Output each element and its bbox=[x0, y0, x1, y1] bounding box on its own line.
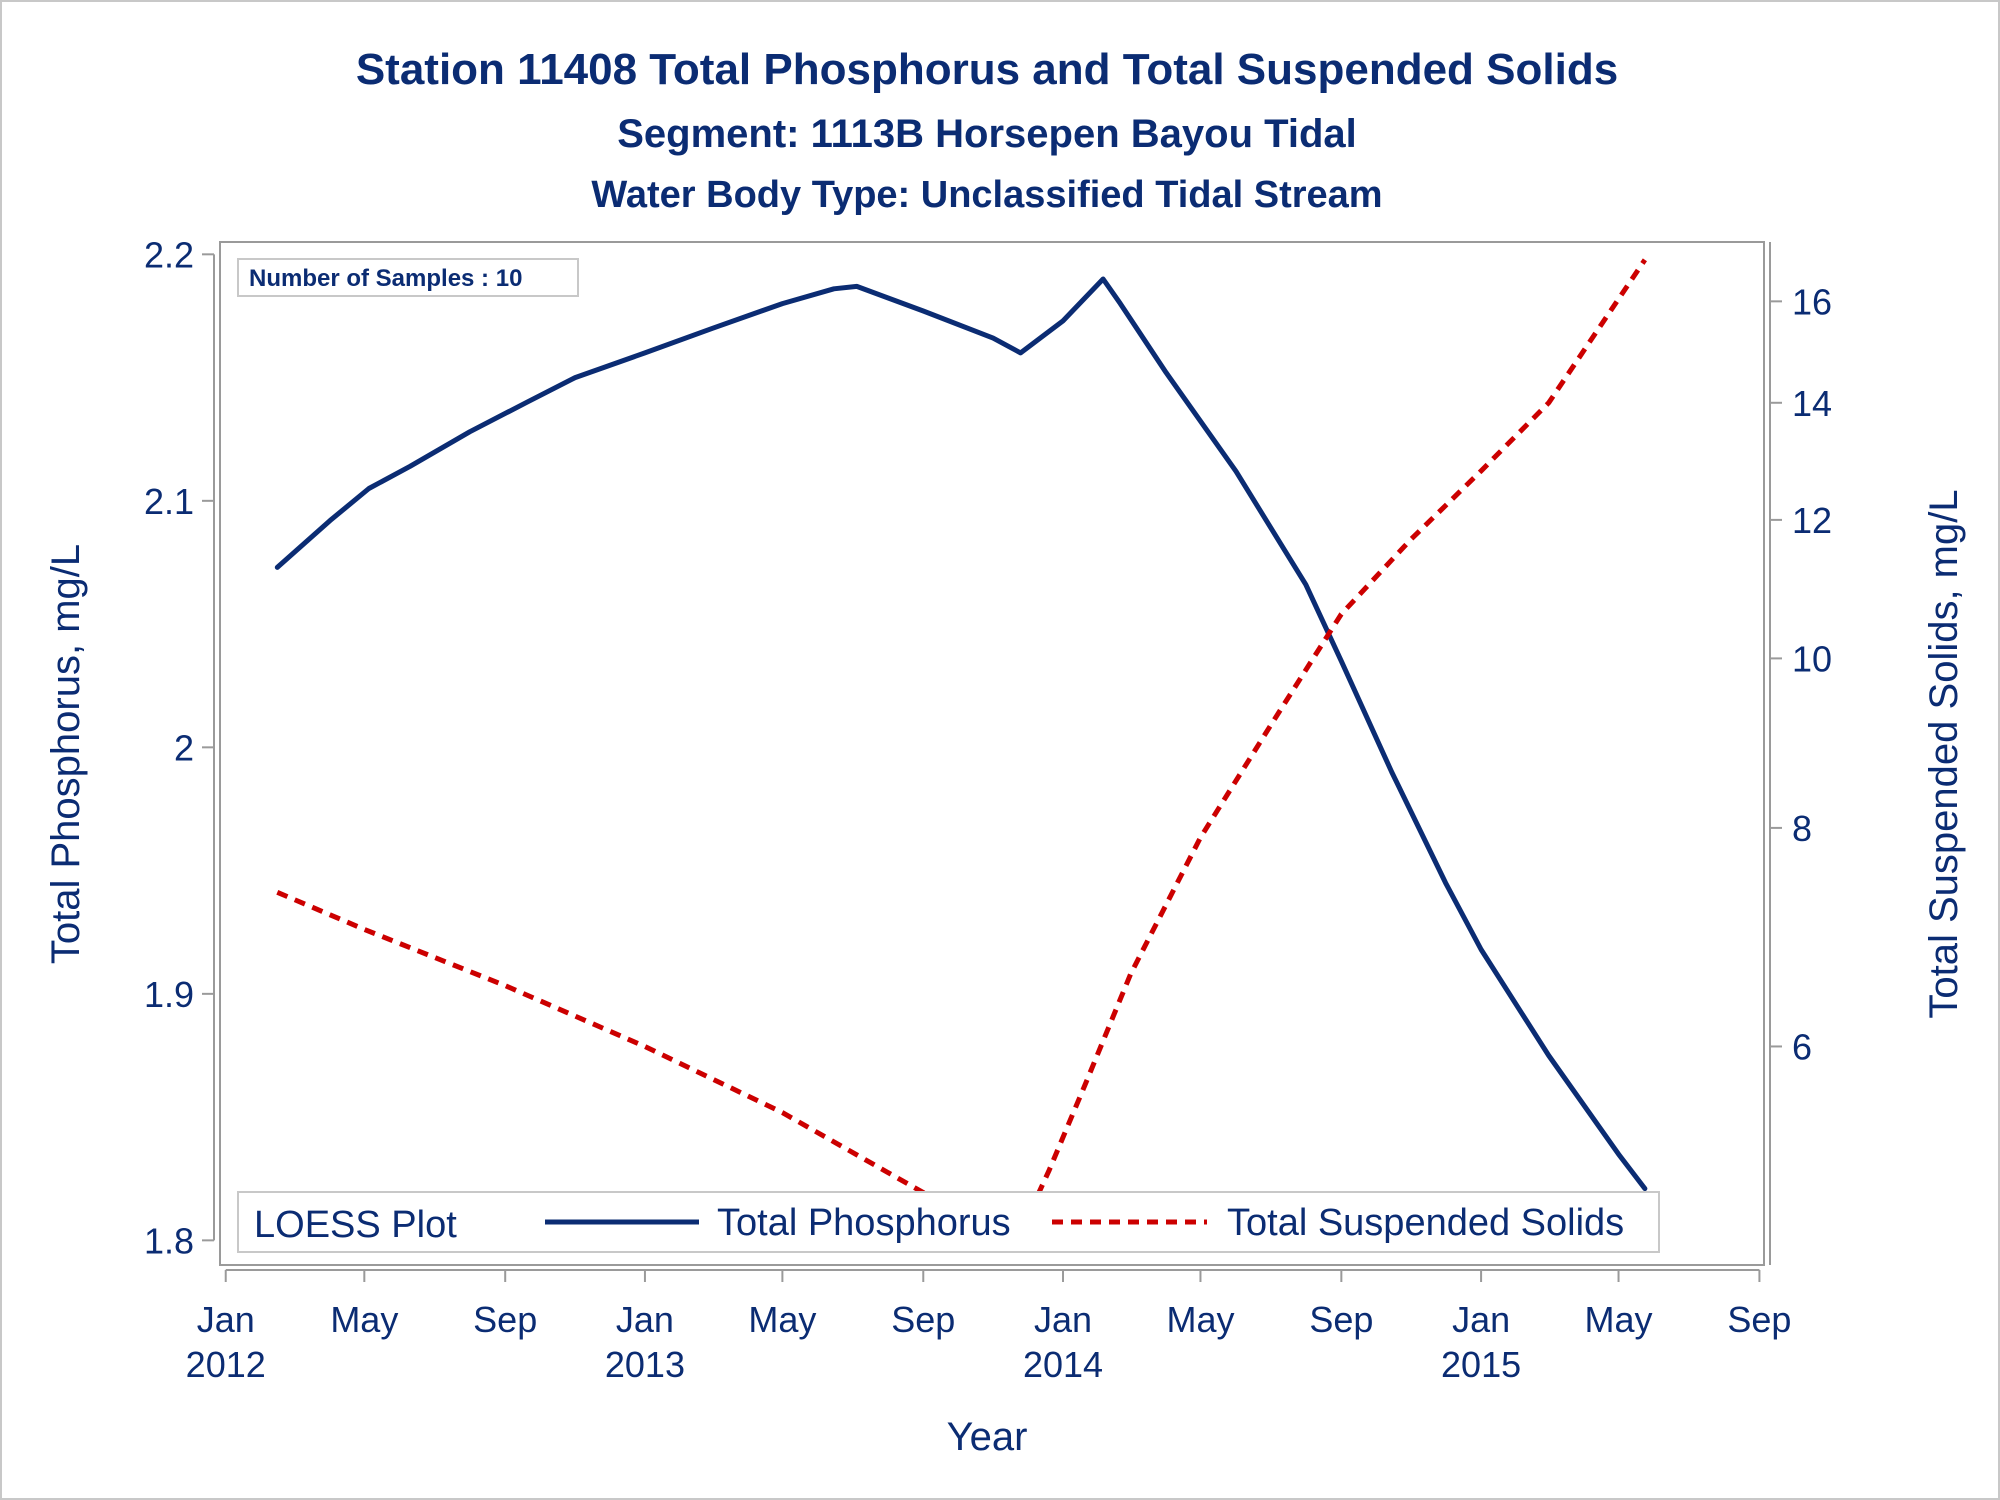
x-tick-label: Jan bbox=[1452, 1299, 1510, 1340]
y2-tick-label: 14 bbox=[1792, 383, 1832, 424]
x-tick-label: Jan bbox=[616, 1299, 674, 1340]
y-axis-label: Total Phosphorus, mg/L bbox=[44, 544, 88, 964]
x-tick-label: Sep bbox=[1309, 1299, 1373, 1340]
y2-tick-label: 12 bbox=[1792, 500, 1832, 541]
legend-label-total-phosphorus: Total Phosphorus bbox=[717, 1202, 1011, 1244]
x-tick-label: Jan bbox=[197, 1299, 255, 1340]
legend: LOESS Plot Total Phosphorus Total Suspen… bbox=[237, 1191, 1660, 1253]
series-line-total-phosphorus bbox=[274, 276, 1648, 1192]
x-tick-year-label: 2012 bbox=[186, 1344, 266, 1385]
sample-count-box: Number of Samples : 10 bbox=[237, 258, 579, 297]
x-tick-year-label: 2014 bbox=[1023, 1344, 1103, 1385]
x-axis-label: Year bbox=[947, 1415, 1028, 1459]
y-axis-right: 6 8 10 12 14 16 bbox=[1769, 242, 1832, 1265]
x-tick-label: May bbox=[1585, 1299, 1653, 1340]
series-layer bbox=[274, 258, 1648, 1248]
y2-tick-label: 10 bbox=[1792, 638, 1832, 679]
x-tick-label: May bbox=[1166, 1299, 1234, 1340]
y2-axis-label: Total Suspended Solids, mg/L bbox=[1922, 489, 1966, 1018]
x-tick-label: May bbox=[748, 1299, 816, 1340]
chart-title: Station 11408 Total Phosphorus and Total… bbox=[356, 45, 1618, 94]
x-tick-label: Sep bbox=[473, 1299, 537, 1340]
sample-count-text: Number of Samples : 10 bbox=[249, 265, 522, 292]
y-tick-label: 1.9 bbox=[144, 974, 194, 1015]
chart-subtitle: Segment: 1113B Horsepen Bayou Tidal bbox=[617, 112, 1357, 156]
y2-tick-label: 6 bbox=[1792, 1026, 1812, 1067]
chart-subtitle-2: Water Body Type: Unclassified Tidal Stre… bbox=[591, 174, 1382, 216]
x-tick-year-label: 2013 bbox=[605, 1344, 685, 1385]
y2-tick-label: 8 bbox=[1792, 808, 1812, 849]
y-tick-label: 1.8 bbox=[144, 1220, 194, 1261]
y2-tick-label: 16 bbox=[1792, 281, 1832, 322]
legend-title: LOESS Plot bbox=[254, 1204, 457, 1246]
series-line-total-suspended-solids bbox=[276, 258, 1647, 1248]
y-tick-label: 2.2 bbox=[144, 234, 194, 275]
plot-area bbox=[219, 241, 1765, 1266]
y-tick-label: 2.1 bbox=[144, 481, 194, 522]
x-tick-year-label: 2015 bbox=[1441, 1344, 1521, 1385]
legend-label-total-suspended-solids: Total Suspended Solids bbox=[1227, 1202, 1624, 1244]
y-tick-label: 2 bbox=[174, 727, 194, 768]
x-tick-label: Sep bbox=[1727, 1299, 1791, 1340]
sample-count-frame bbox=[237, 258, 579, 297]
y-axis-left: 1.8 1.9 2 2.1 2.2 bbox=[144, 234, 215, 1261]
x-tick-label: May bbox=[330, 1299, 398, 1340]
legend-frame bbox=[237, 1191, 1660, 1253]
x-tick-label: Sep bbox=[891, 1299, 955, 1340]
x-tick-label: Jan bbox=[1034, 1299, 1092, 1340]
